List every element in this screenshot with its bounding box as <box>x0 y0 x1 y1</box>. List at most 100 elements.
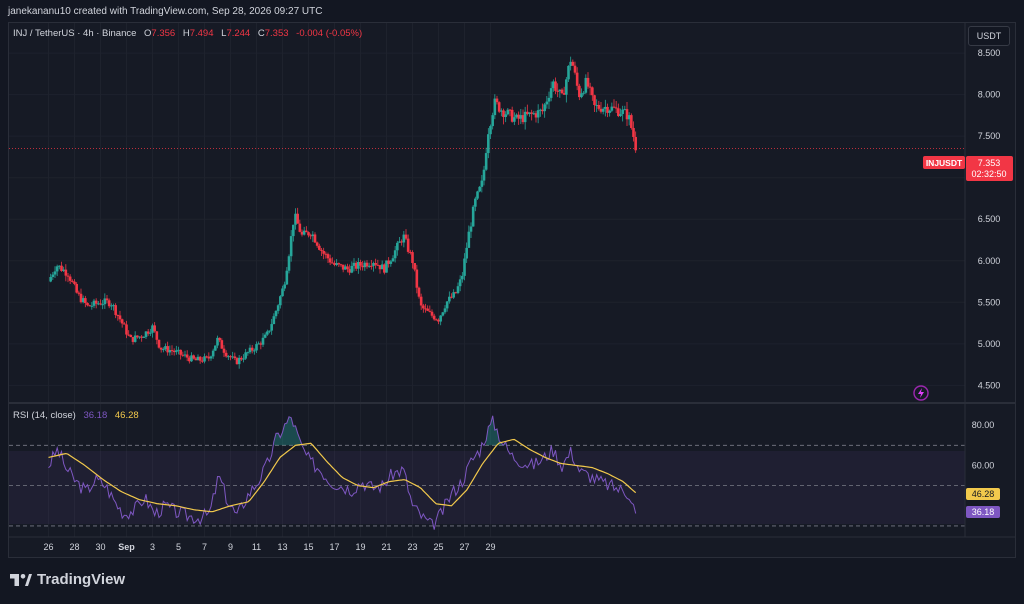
candle-body <box>617 108 620 117</box>
symbol-name[interactable]: INJ / TetherUS · 4h · Binance <box>13 28 137 39</box>
candle-body <box>504 114 507 118</box>
candle-body <box>380 264 384 270</box>
candle-body <box>179 349 182 355</box>
candle-body <box>192 355 195 359</box>
candle-body <box>146 331 150 334</box>
time-axis-labels: 26 28 30 Sep 3 5 7 9 11 13 15 17 19 21 23 25 27 29 <box>43 542 495 552</box>
candle-body <box>614 107 618 109</box>
candle-body <box>66 275 70 277</box>
candle-body <box>476 191 479 199</box>
candle-body <box>441 312 445 316</box>
candle-body <box>517 114 520 119</box>
candle-body <box>391 258 395 262</box>
candle-body <box>536 110 540 118</box>
candle-body <box>497 102 501 112</box>
candle-body <box>242 358 245 360</box>
candle-body <box>534 113 538 118</box>
candle-body <box>62 269 65 271</box>
candle-body <box>211 350 215 357</box>
rsi-ma-line <box>48 438 637 513</box>
candle-body <box>482 169 486 181</box>
candle-body <box>292 224 295 237</box>
candle-body <box>508 109 512 111</box>
time-tick-label: 7 <box>202 542 207 552</box>
candle-body <box>562 93 566 95</box>
candle-body <box>261 337 265 345</box>
candle-body <box>214 345 217 351</box>
candle-body <box>233 356 237 359</box>
currency-button[interactable]: USDT <box>968 26 1010 46</box>
time-tick-label: 26 <box>43 542 53 552</box>
time-tick-label: 23 <box>407 542 417 552</box>
time-tick-label: 5 <box>176 542 181 552</box>
price-tick-label: 5.500 <box>978 297 1001 307</box>
candle-body <box>53 271 57 275</box>
footer <box>0 558 1024 604</box>
price-tick-label: 8.000 <box>978 90 1001 100</box>
candle-body <box>619 114 622 117</box>
candle-body <box>55 266 59 272</box>
price-tick-label: 6.500 <box>978 214 1001 224</box>
candle-body <box>144 331 148 337</box>
candle-body <box>411 252 414 264</box>
candle-body <box>558 89 562 92</box>
candle-body <box>554 81 557 91</box>
candle-body <box>621 109 624 115</box>
candle-body <box>586 77 590 87</box>
candle-body <box>528 112 531 115</box>
candle-body <box>337 263 341 265</box>
change-value: -0.004 (-0.05%) <box>296 28 363 39</box>
candle-body <box>296 213 299 224</box>
rsi-legend-label[interactable]: RSI (14, close) <box>13 410 76 421</box>
candle-body <box>60 265 63 271</box>
price-tag-value: 7.353 <box>978 158 1001 168</box>
candle-body <box>506 109 510 115</box>
candle-body <box>110 305 113 307</box>
candle-body <box>599 108 603 112</box>
rsi-tag-value: 36.18 <box>972 507 995 517</box>
candle-body <box>331 262 334 264</box>
candle-body <box>203 356 206 362</box>
candle-body <box>575 72 579 86</box>
candle-body <box>354 262 358 269</box>
candle-body <box>268 330 271 332</box>
candle-body <box>378 265 382 270</box>
candle-body <box>560 89 564 94</box>
rsi-line <box>48 415 637 530</box>
candle-body <box>341 264 345 270</box>
candle-body <box>318 245 321 250</box>
candle-body <box>532 113 536 115</box>
candle-body <box>370 265 373 267</box>
time-tick-label: 28 <box>69 542 79 552</box>
candle-body <box>545 101 549 105</box>
candle-body <box>357 262 360 269</box>
candle-body <box>326 254 330 259</box>
candle-body <box>361 265 364 268</box>
tradingview-logo[interactable]: TradingView <box>10 571 125 588</box>
candle-body <box>149 332 152 334</box>
candle-body <box>196 356 200 361</box>
candle-body <box>68 276 72 281</box>
candlestick-series <box>49 56 637 369</box>
candle-body <box>500 110 503 112</box>
candle-body <box>376 264 380 266</box>
candle-body <box>75 283 78 293</box>
candle-body <box>201 360 204 362</box>
rsi-band-lines <box>9 444 965 527</box>
candle-body <box>328 258 332 263</box>
candle-body <box>250 347 254 351</box>
candle-body <box>350 265 354 273</box>
candle-body <box>634 136 637 151</box>
candle-body <box>138 336 141 338</box>
candle-body <box>346 266 349 270</box>
candle-body <box>103 298 107 305</box>
candle-body <box>510 109 514 122</box>
candle-body <box>398 241 401 243</box>
time-tick-label: 15 <box>303 542 313 552</box>
candle-body <box>448 296 451 302</box>
candle-body <box>445 301 449 309</box>
ma-tag-value: 46.28 <box>972 489 995 499</box>
lightning-icon[interactable] <box>913 385 929 401</box>
candle-body <box>253 350 256 352</box>
